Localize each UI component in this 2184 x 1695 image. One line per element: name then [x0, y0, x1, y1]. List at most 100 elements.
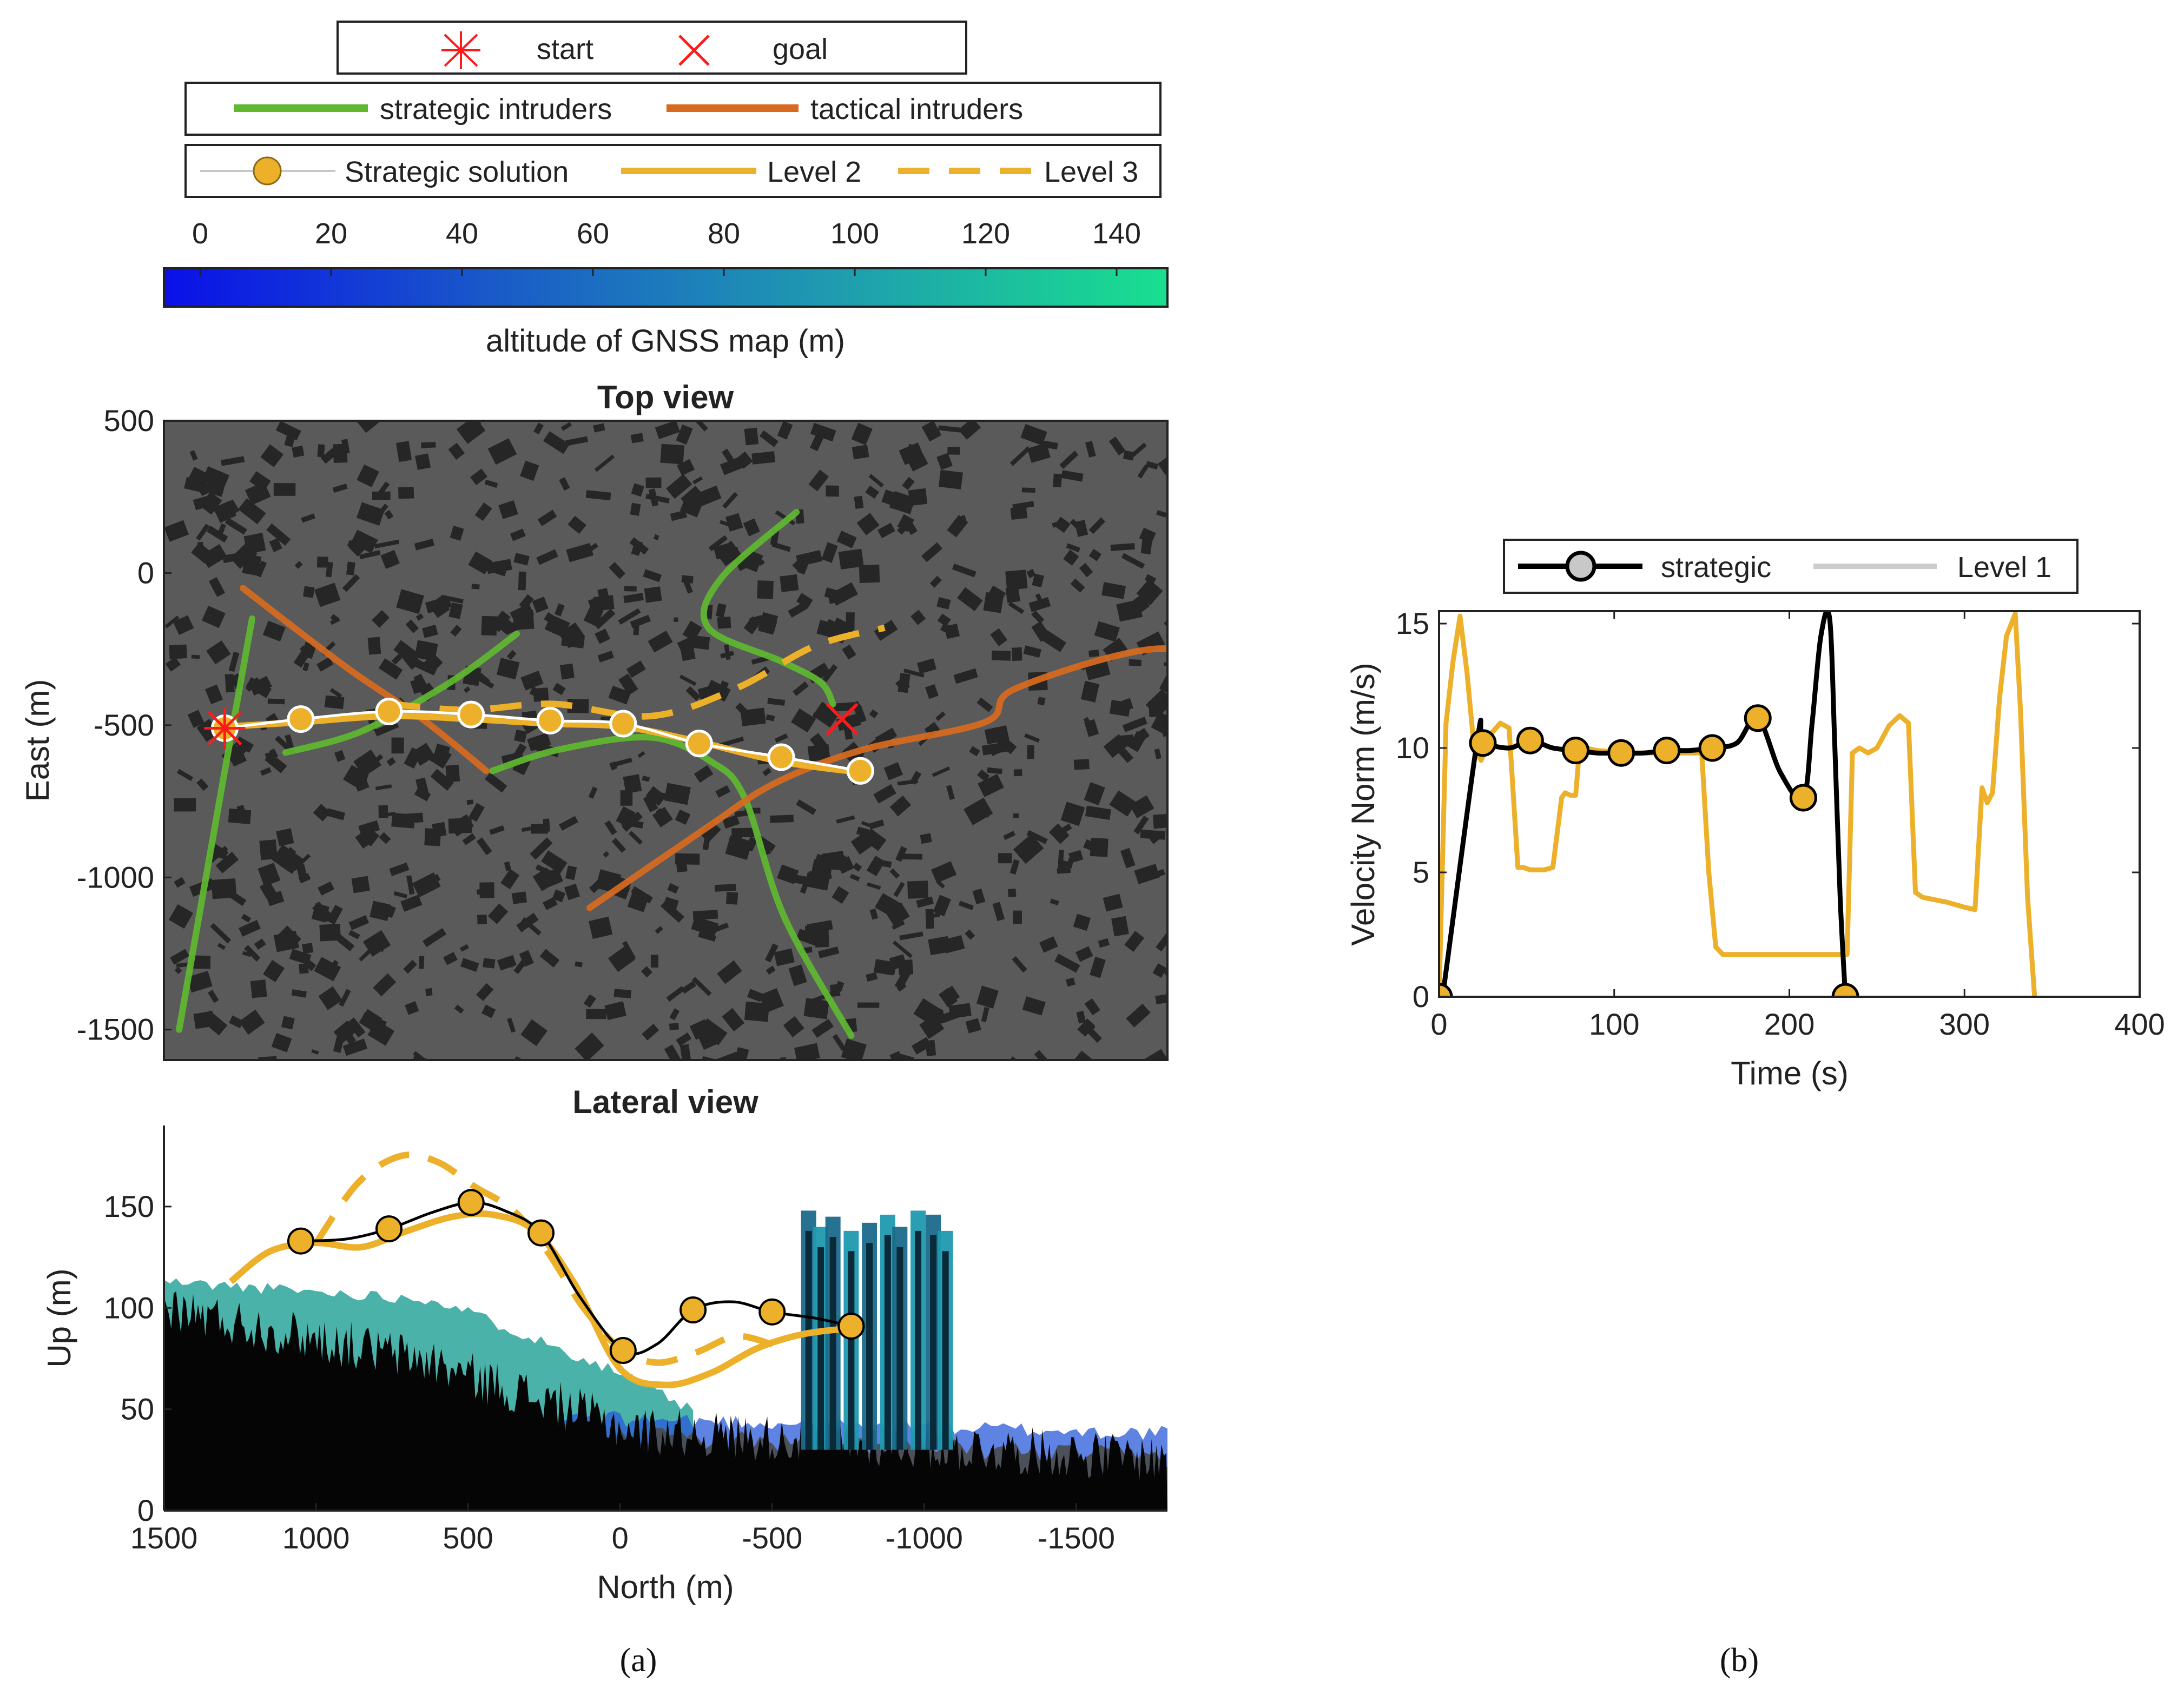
building: [965, 929, 975, 940]
building: [903, 668, 925, 678]
building: [913, 998, 944, 1027]
building: [865, 485, 880, 499]
velocity-strategic-point: [1831, 983, 1859, 997]
building: [299, 645, 307, 653]
building: [414, 640, 438, 661]
top-ytick-label: -1000: [77, 860, 154, 894]
building: [276, 828, 294, 846]
building: [391, 645, 412, 665]
velocity-xtick-label: 400: [2114, 1007, 2165, 1041]
building: [380, 549, 400, 570]
building: [320, 448, 338, 464]
building: [1139, 527, 1156, 544]
building: [622, 941, 636, 961]
building: [883, 762, 903, 780]
velocity-strategic-point: [1439, 983, 1453, 997]
building: [976, 697, 993, 712]
building: [1109, 436, 1126, 456]
building: [214, 499, 240, 522]
building: [832, 886, 849, 904]
building: [611, 838, 626, 853]
building: [1109, 790, 1137, 817]
strategic-solution-point: [536, 706, 564, 734]
building: [586, 1009, 606, 1019]
building: [415, 453, 431, 471]
building: [510, 528, 526, 541]
building: [520, 1019, 548, 1047]
building: [719, 520, 738, 529]
building: [743, 616, 761, 634]
building: [720, 456, 745, 475]
building: [604, 1001, 626, 1020]
strategic-solution-marker-icon: [253, 156, 282, 186]
building: [762, 767, 772, 777]
building: [992, 902, 1005, 922]
building: [630, 502, 641, 516]
legend-tactical-intruders-label: tactical intruders: [810, 93, 1023, 125]
building: [351, 876, 370, 893]
building: [627, 889, 650, 912]
building: [487, 438, 517, 465]
building: [650, 955, 658, 968]
building: [650, 796, 663, 804]
building: [348, 915, 370, 930]
building: [470, 468, 488, 486]
building: [810, 422, 836, 442]
building: [667, 883, 679, 894]
building: [783, 1016, 804, 1038]
building: [174, 798, 196, 812]
building: [932, 766, 951, 777]
building: [1088, 650, 1099, 658]
building: [976, 985, 999, 1009]
building: [679, 674, 697, 686]
building: [530, 837, 553, 860]
building: [1060, 802, 1085, 826]
lateral-ytick-label: 100: [104, 1290, 154, 1325]
building: [169, 644, 187, 659]
building: [889, 795, 912, 817]
building: [317, 557, 328, 568]
building: [425, 596, 452, 614]
building: [681, 575, 694, 584]
building: [660, 900, 684, 923]
building: [788, 964, 807, 986]
building: [873, 784, 896, 804]
building: [174, 877, 186, 888]
building: [552, 683, 566, 696]
building: [944, 624, 960, 639]
legend-box-start-goal: [336, 21, 967, 75]
building: [389, 862, 410, 877]
building: [334, 750, 346, 762]
building: [1084, 782, 1105, 806]
building: [254, 938, 266, 950]
building: [342, 574, 360, 592]
top-ytick-label: -500: [94, 708, 154, 742]
building: [1137, 464, 1149, 479]
building: [1151, 711, 1167, 739]
building: [210, 923, 232, 944]
tower-core: [866, 1243, 873, 1450]
building: [804, 872, 830, 891]
building: [717, 680, 729, 697]
building: [1138, 727, 1150, 740]
building: [294, 560, 303, 569]
building: [935, 711, 946, 721]
building: [608, 685, 631, 705]
building: [1149, 700, 1158, 717]
building: [575, 961, 583, 968]
building: [539, 949, 560, 968]
building: [620, 790, 633, 806]
legend-level2-label: Level 2: [767, 156, 861, 188]
building: [260, 767, 272, 776]
lateral-level3-line: [313, 1151, 773, 1366]
building: [1060, 823, 1072, 834]
building: [938, 425, 961, 433]
building: [258, 863, 281, 886]
velocity-level2-line: [1439, 611, 2037, 997]
velocity-ytick-label: 10: [1396, 731, 1429, 765]
building: [301, 513, 316, 523]
building: [618, 608, 641, 625]
building: [808, 469, 829, 492]
building: [262, 959, 285, 983]
building: [1152, 963, 1167, 978]
